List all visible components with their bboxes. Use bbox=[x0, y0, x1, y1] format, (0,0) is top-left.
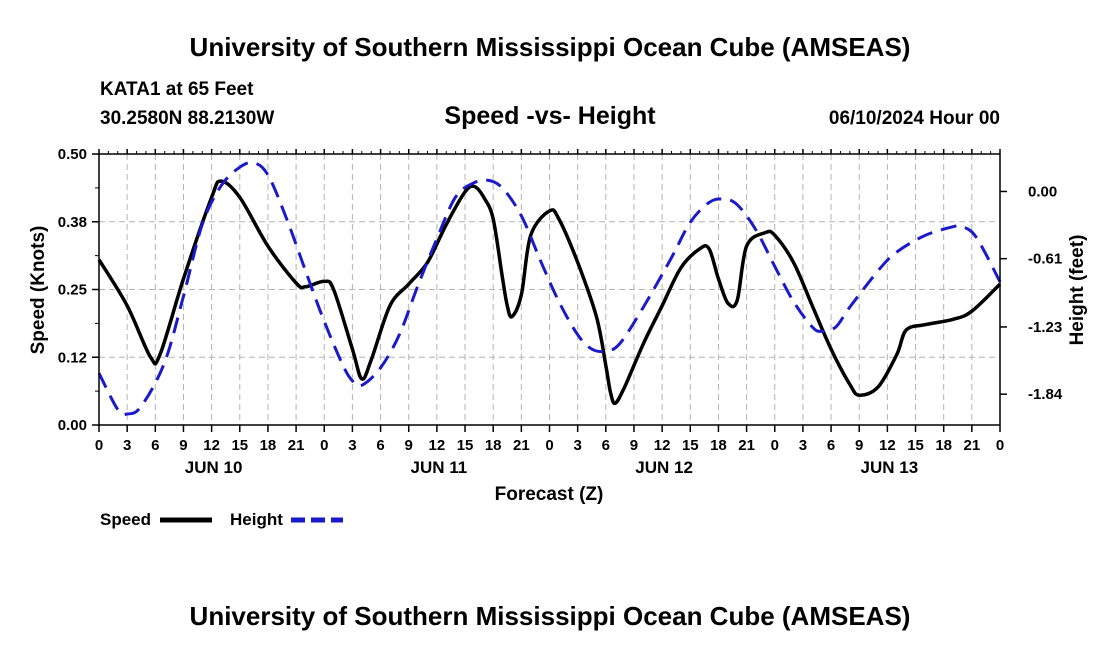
x-tick-label: 18 bbox=[935, 437, 952, 454]
x-tick-label: 3 bbox=[123, 437, 131, 454]
x-tick-label: 12 bbox=[429, 437, 446, 454]
height-series bbox=[97, 160, 1002, 417]
x-tick-label: 6 bbox=[151, 437, 159, 454]
x-tick-label: 15 bbox=[907, 437, 924, 454]
y-axis-label-left: Speed (Knots) bbox=[28, 226, 49, 355]
x-tick-label: 3 bbox=[573, 437, 581, 454]
legend-speed-label: Speed bbox=[100, 510, 151, 529]
y-tick-label-left: 0.00 bbox=[58, 417, 87, 434]
y-tick-label-left: 0.12 bbox=[58, 349, 87, 366]
x-tick-label: 0 bbox=[95, 437, 103, 454]
y-tick-label-left: 0.50 bbox=[58, 146, 87, 163]
x-tick-label: 9 bbox=[855, 437, 863, 454]
x-tick-label: 12 bbox=[654, 437, 671, 454]
speed-series bbox=[97, 179, 1002, 406]
y-tick-label-right: -1.84 bbox=[1028, 386, 1063, 403]
station-label: KATA1 at 65 Feet bbox=[100, 79, 254, 100]
x-tick-label: 9 bbox=[179, 437, 187, 454]
x-tick-label: 18 bbox=[485, 437, 502, 454]
x-tick-label: 15 bbox=[231, 437, 248, 454]
y-tick-label-right: 0.00 bbox=[1028, 183, 1057, 200]
x-tick-label: 0 bbox=[320, 437, 328, 454]
x-tick-label: 9 bbox=[405, 437, 413, 454]
speed-line bbox=[97, 179, 1002, 406]
grid-lines bbox=[99, 154, 1000, 425]
day-label: JUN 11 bbox=[411, 458, 468, 477]
x-tick-label: 0 bbox=[996, 437, 1004, 454]
tick-labels: 0 3 6 9 12 15 18 21 0 3 6 9 12 15 18 21 0 3 6 9 12 15 18 21 0 3 6 9… bbox=[58, 146, 1063, 477]
x-tick-label: 6 bbox=[827, 437, 835, 454]
y-tick-label-left: 0.25 bbox=[58, 282, 87, 299]
x-tick-label: 18 bbox=[710, 437, 727, 454]
x-tick-label: 0 bbox=[545, 437, 553, 454]
x-tick-label: 12 bbox=[203, 437, 220, 454]
legend-height-label: Height bbox=[230, 510, 283, 529]
axis-ticks bbox=[92, 149, 1007, 432]
footer-title: University of Southern Mississippi Ocean… bbox=[190, 601, 911, 631]
x-tick-label: 9 bbox=[630, 437, 638, 454]
day-label: JUN 13 bbox=[861, 458, 919, 477]
x-tick-label: 12 bbox=[879, 437, 896, 454]
x-tick-label: 21 bbox=[288, 437, 305, 454]
x-tick-label: 3 bbox=[348, 437, 356, 454]
y-tick-label-left: 0.38 bbox=[58, 214, 87, 231]
x-tick-label: 15 bbox=[682, 437, 699, 454]
chart-title: Speed -vs- Height bbox=[444, 102, 656, 130]
height-line bbox=[97, 160, 1002, 417]
x-tick-label: 15 bbox=[457, 437, 474, 454]
x-tick-label: 3 bbox=[799, 437, 807, 454]
forecast-date: 06/10/2024 Hour 00 bbox=[829, 108, 1000, 129]
x-tick-label: 21 bbox=[513, 437, 530, 454]
x-tick-label: 21 bbox=[964, 437, 981, 454]
main-title: University of Southern Mississippi Ocean… bbox=[190, 32, 911, 62]
station-coords: 30.2580N 88.2130W bbox=[100, 108, 274, 129]
x-tick-label: 18 bbox=[260, 437, 277, 454]
y-tick-label-right: -0.61 bbox=[1028, 251, 1062, 268]
x-axis-label: Forecast (Z) bbox=[495, 484, 604, 505]
day-label: JUN 12 bbox=[635, 458, 693, 477]
x-tick-label: 21 bbox=[738, 437, 755, 454]
y-axis-label-right: Height (feet) bbox=[1067, 235, 1088, 346]
y-tick-label-right: -1.23 bbox=[1028, 319, 1062, 336]
x-tick-label: 6 bbox=[376, 437, 384, 454]
x-tick-label: 6 bbox=[602, 437, 610, 454]
x-tick-label: 0 bbox=[771, 437, 779, 454]
day-label: JUN 10 bbox=[185, 458, 243, 477]
